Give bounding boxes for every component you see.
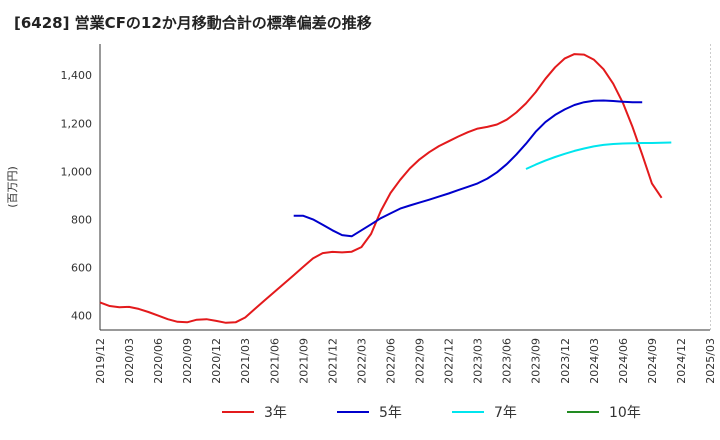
y-tick-label: 800 — [71, 213, 92, 226]
y-tick-label: 1,000 — [61, 165, 93, 178]
series-line-3年 — [99, 53, 663, 324]
y-tick-label: 1,400 — [61, 69, 93, 82]
x-tick-label: 2021/09 — [297, 338, 310, 384]
x-tick-label: 2022/12 — [443, 338, 456, 384]
x-tick-label: 2020/12 — [210, 338, 223, 384]
y-tick-label: 600 — [71, 262, 92, 275]
x-tick-label: 2022/09 — [414, 338, 427, 384]
x-tick-label: 2024/09 — [646, 338, 659, 384]
x-tick-label: 2021/12 — [326, 338, 339, 384]
x-tick-label: 2024/03 — [588, 338, 601, 384]
y-tick-label: 400 — [71, 310, 92, 323]
x-tick-label: 2019/12 — [94, 338, 107, 384]
series-line-5年 — [293, 99, 643, 238]
legend-label: 3年 — [264, 405, 287, 421]
x-tick-label: 2022/06 — [384, 338, 397, 384]
chart-title: [6428] 営業CFの12か月移動合計の標準偏差の推移 — [14, 14, 372, 32]
x-tick-label: 2023/09 — [530, 338, 543, 384]
series-line-7年 — [525, 141, 672, 170]
series-lines — [99, 53, 672, 324]
legend-label: 7年 — [494, 405, 517, 421]
x-tick-label: 2020/09 — [181, 338, 194, 384]
x-tick-label: 2022/03 — [355, 338, 368, 384]
y-tick-label: 1,200 — [61, 117, 93, 130]
plot-area — [100, 44, 710, 330]
y-axis-title: (百万円) — [6, 166, 19, 208]
x-tick-label: 2024/12 — [675, 338, 688, 384]
legend-label: 10年 — [609, 405, 641, 421]
legend: 3年 5年 7年 10年 — [222, 405, 641, 421]
x-tick-label: 2021/06 — [268, 338, 281, 384]
legend-label: 5年 — [379, 405, 402, 421]
x-tick-label: 2021/03 — [239, 338, 252, 384]
axes — [99, 44, 710, 331]
x-tick-label: 2024/06 — [617, 338, 630, 384]
x-tick-label: 2025/03 — [704, 338, 717, 384]
tick-labels: 400 600 800 1,000 1,200 1,400 2019/12 2020/03 20… — [6, 69, 717, 383]
x-tick-label: 2020/06 — [152, 338, 165, 384]
x-tick-label: 2023/06 — [501, 338, 514, 384]
x-tick-label: 2020/03 — [123, 338, 136, 384]
x-tick-label: 2023/12 — [559, 338, 572, 384]
x-tick-label: 2023/03 — [472, 338, 485, 384]
